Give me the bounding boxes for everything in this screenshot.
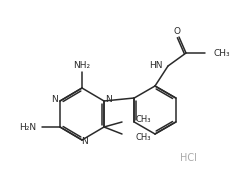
Text: NH₂: NH₂ <box>74 61 91 69</box>
Text: CH₃: CH₃ <box>136 133 152 141</box>
Text: O: O <box>174 28 180 36</box>
Text: CH₃: CH₃ <box>136 115 152 125</box>
Text: CH₃: CH₃ <box>214 48 231 57</box>
Text: HN: HN <box>149 61 163 70</box>
Text: HCl: HCl <box>179 153 196 163</box>
Text: N: N <box>106 95 112 105</box>
Text: H₂N: H₂N <box>20 122 37 132</box>
Text: N: N <box>52 95 58 105</box>
Text: N: N <box>81 138 87 146</box>
